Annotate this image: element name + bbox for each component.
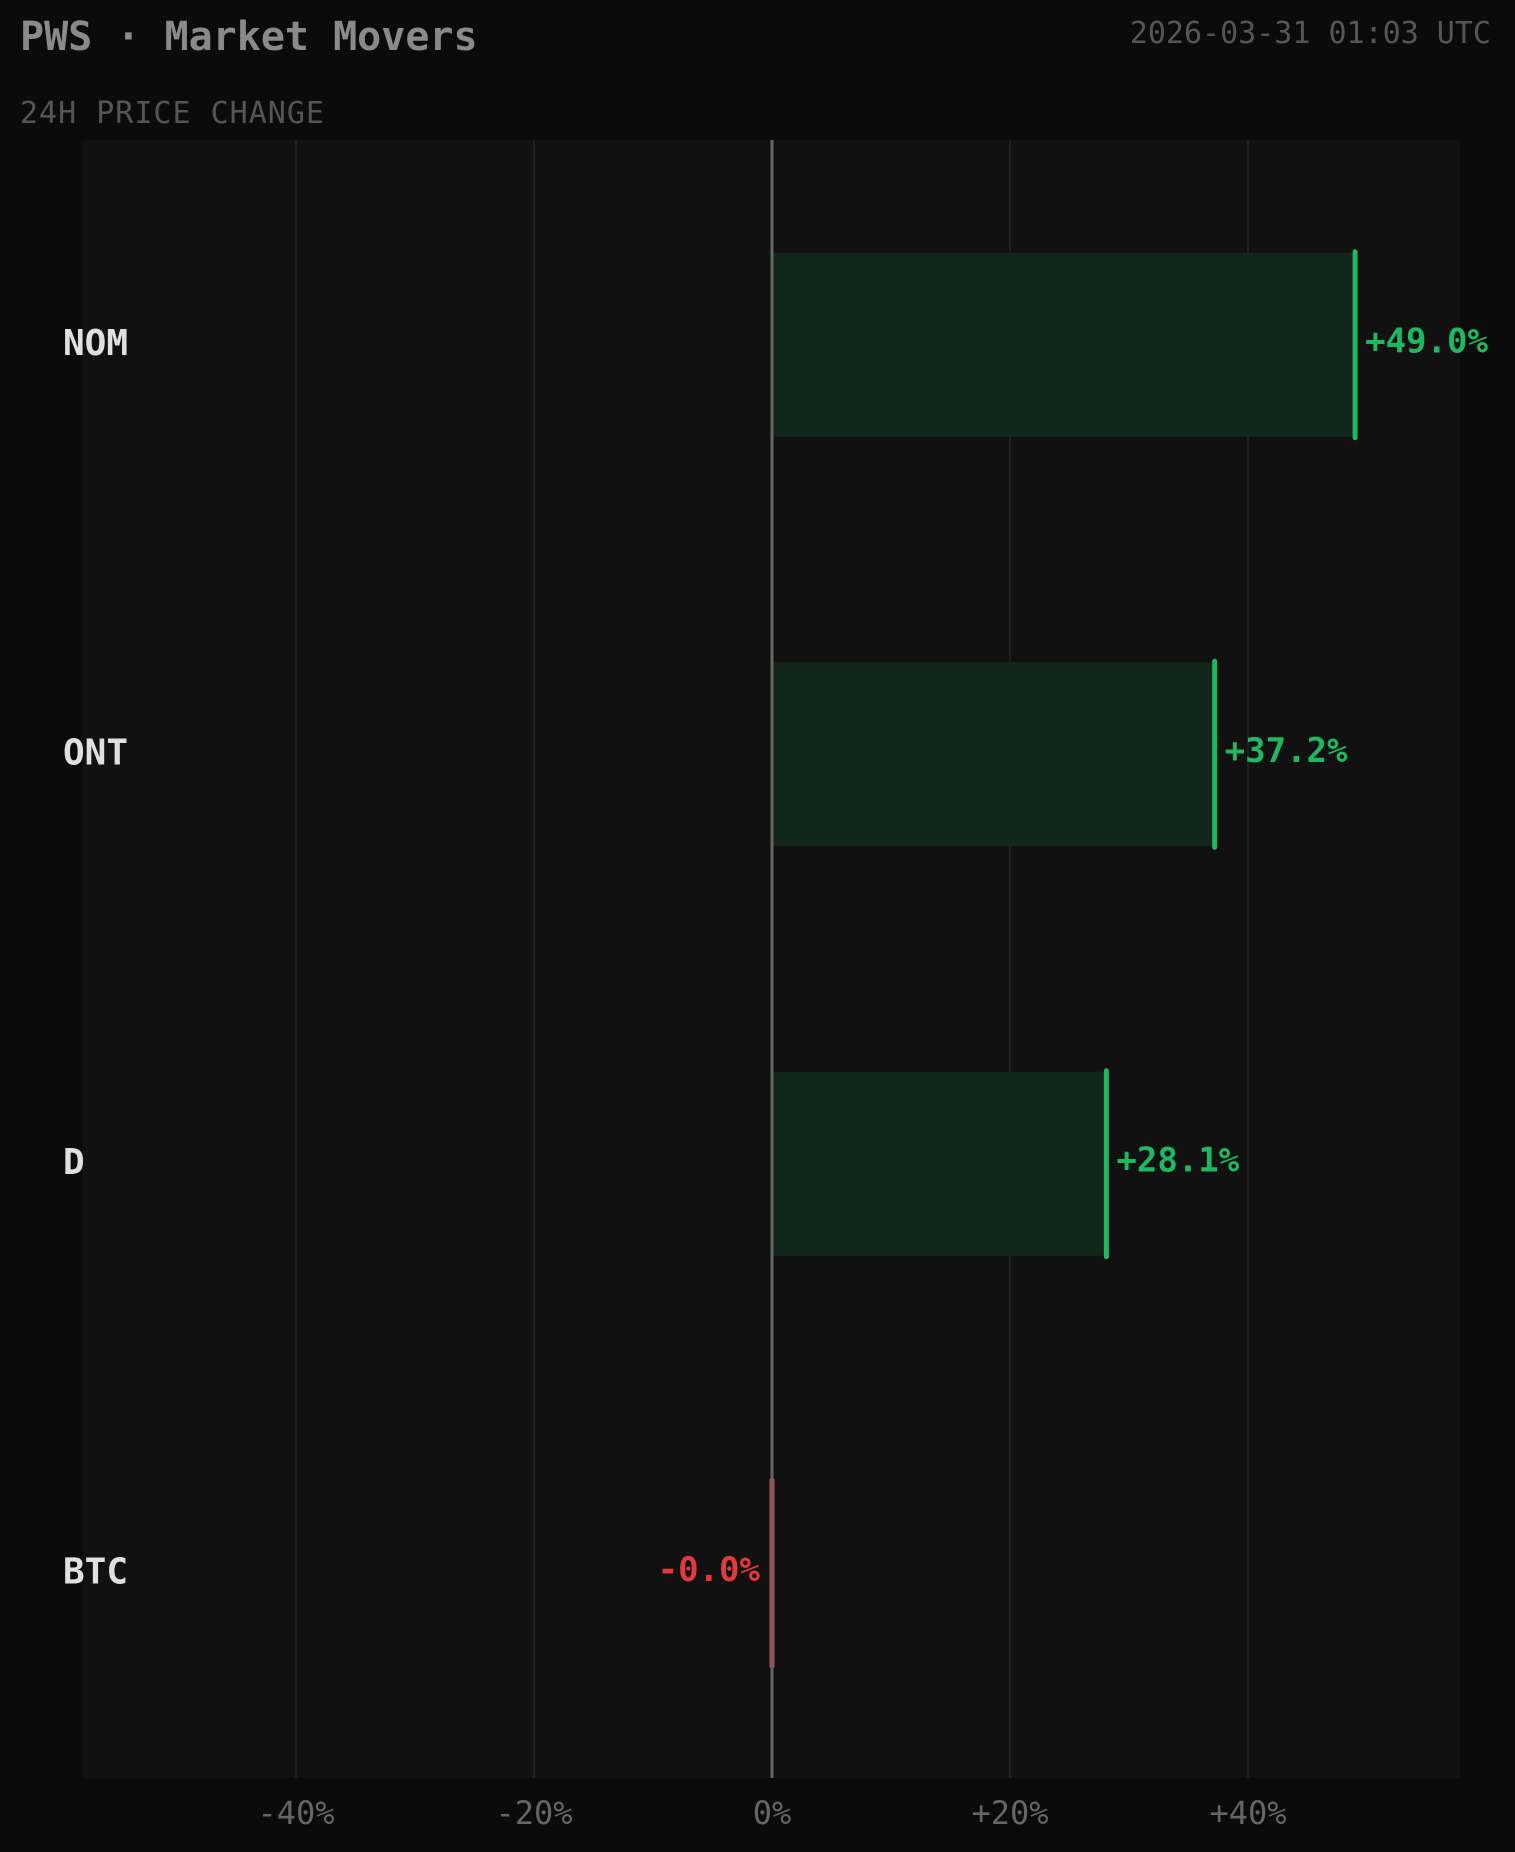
bar (772, 662, 1215, 847)
x-tick-label: +20% (971, 1794, 1048, 1832)
value-label: +28.1% (1116, 1140, 1239, 1180)
x-tick-label: -40% (257, 1794, 334, 1832)
chart-title: 24H PRICE CHANGE (20, 96, 325, 131)
page-title: PWS · Market Movers (20, 14, 478, 60)
value-label: +49.0% (1365, 321, 1488, 361)
x-tick-label: +40% (1209, 1794, 1286, 1832)
category-label: BTC (63, 1551, 128, 1592)
value-label: +37.2% (1225, 731, 1348, 771)
category-label: ONT (63, 732, 128, 773)
value-label: -0.0% (658, 1550, 761, 1590)
category-label: NOM (63, 323, 128, 364)
x-tick-label: -20% (495, 1794, 572, 1832)
x-tick-label: 0% (753, 1794, 792, 1832)
category-label: D (63, 1142, 85, 1183)
timestamp: 2026-03-31 01:03 UTC (1129, 16, 1491, 51)
bar (772, 1071, 1107, 1256)
bar (772, 252, 1356, 437)
